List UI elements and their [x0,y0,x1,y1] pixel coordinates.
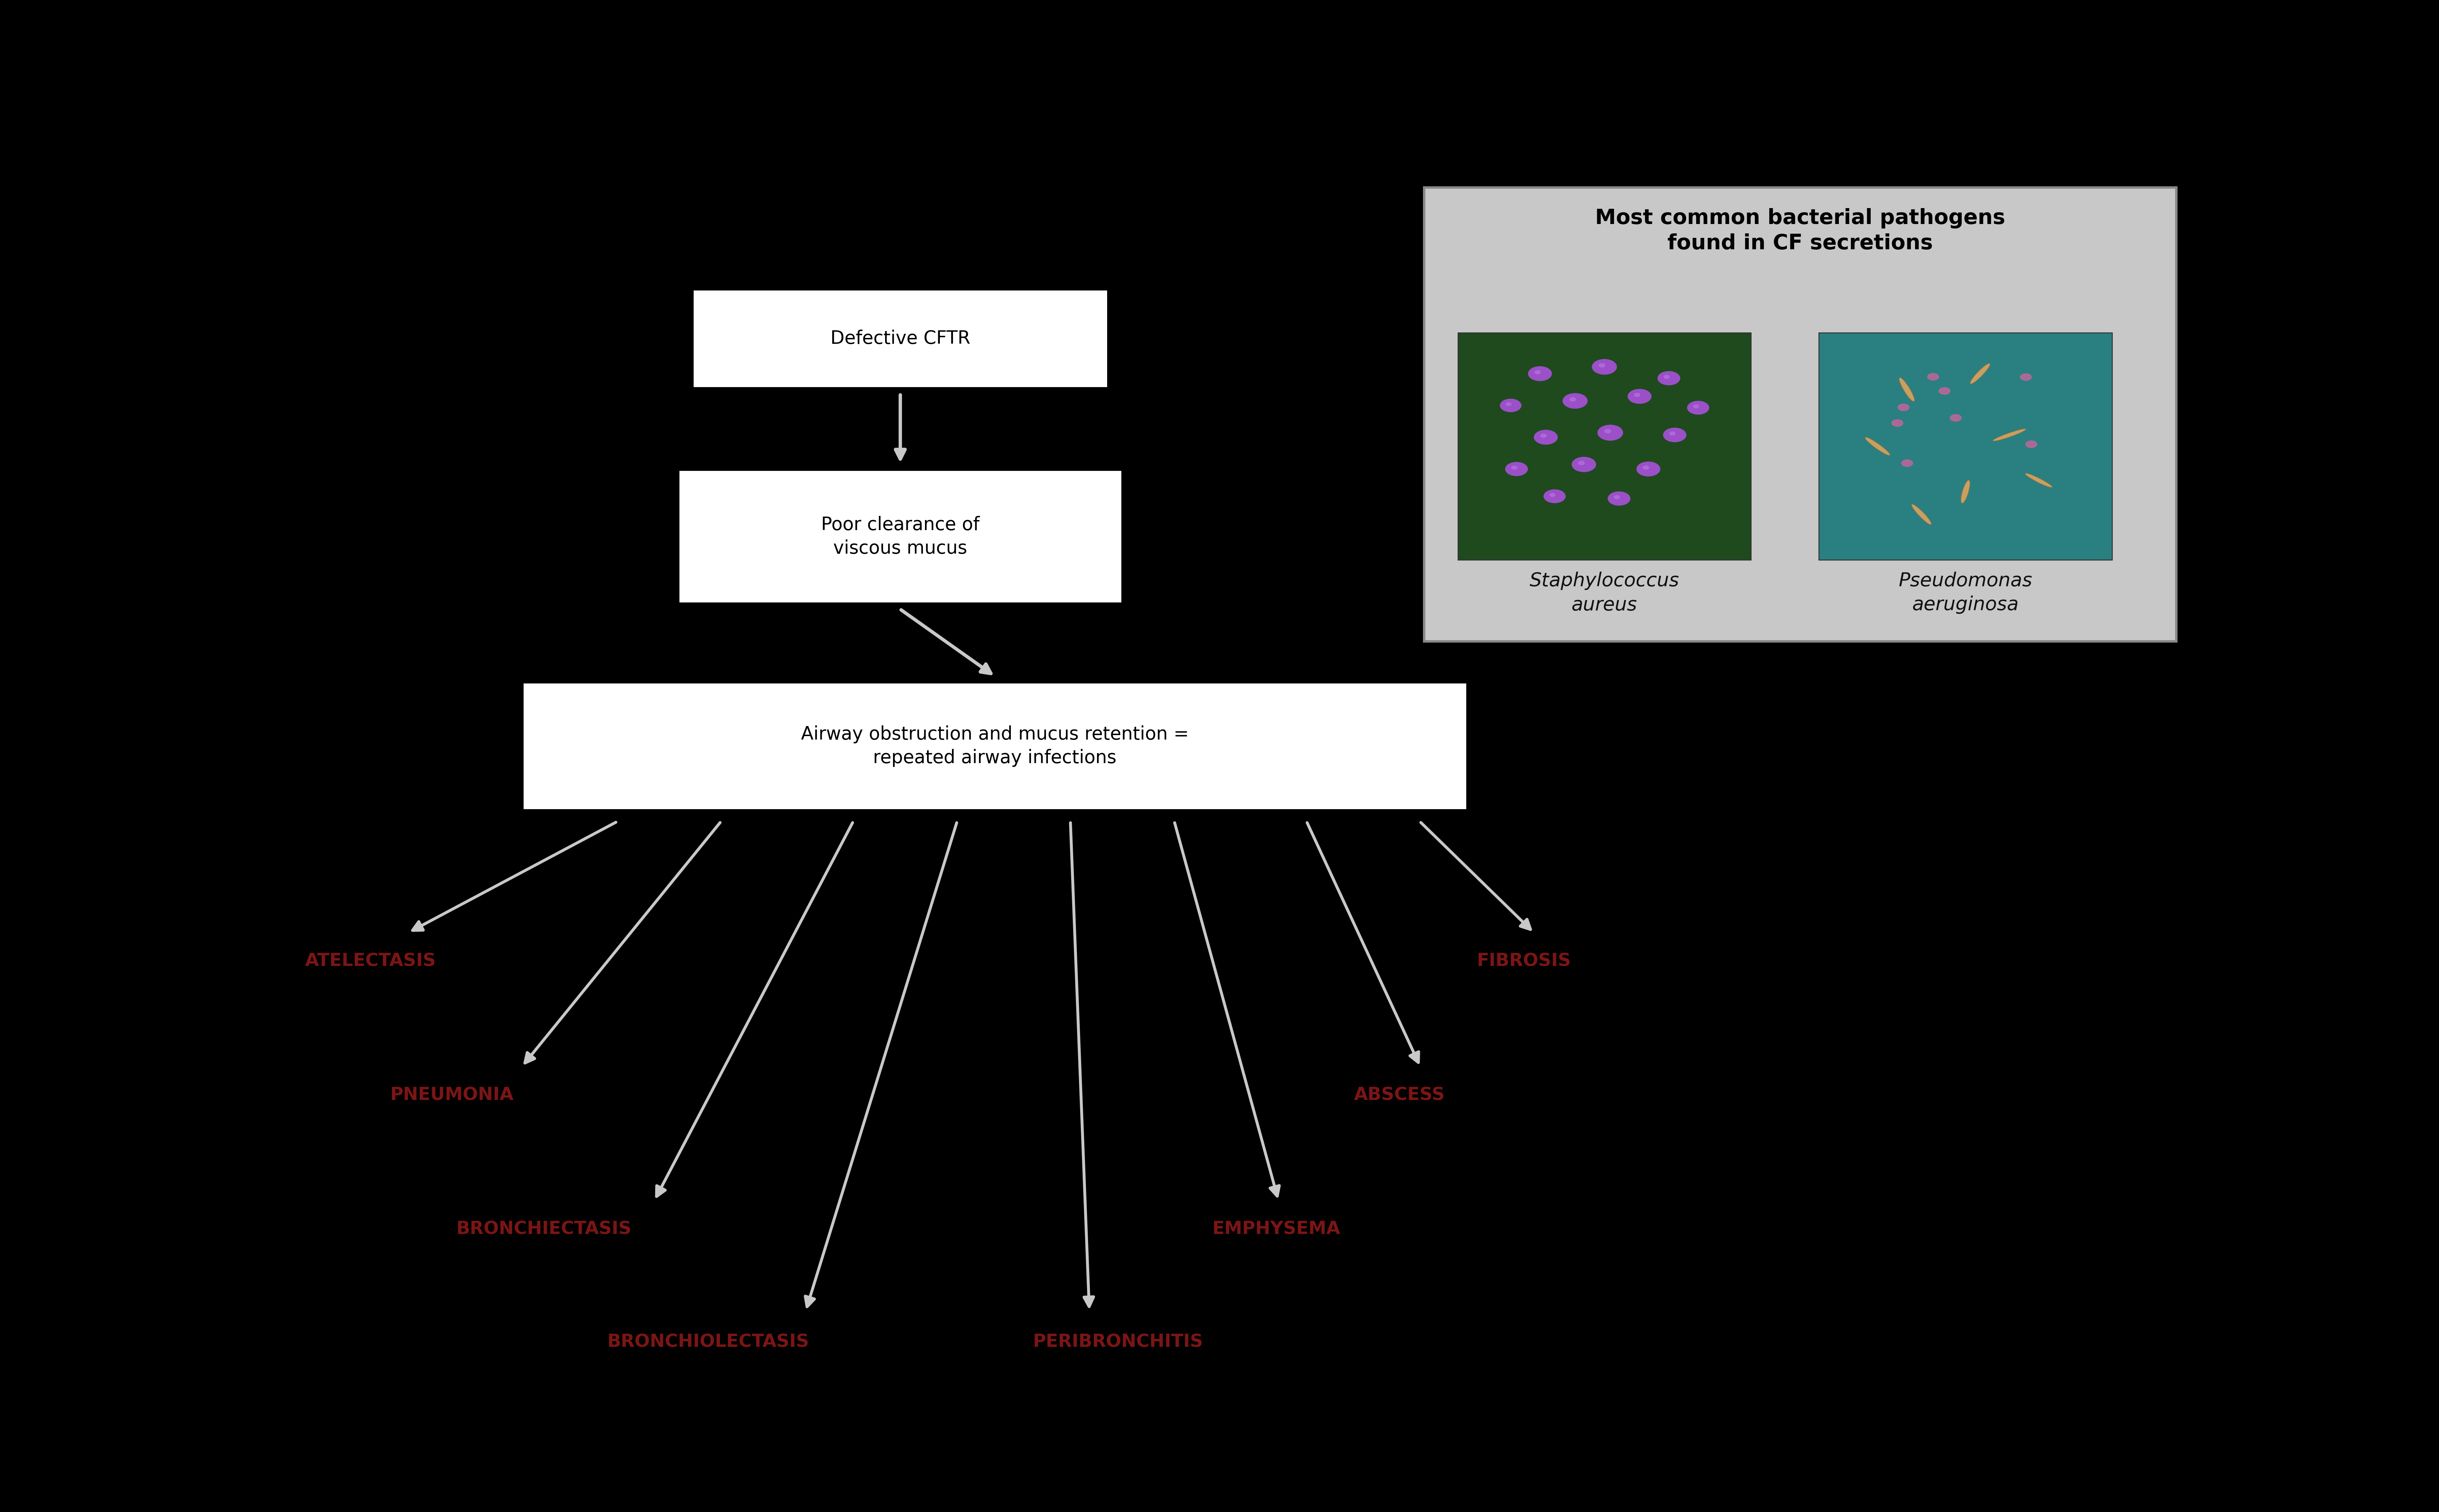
FancyBboxPatch shape [1459,333,1751,559]
Text: Airway obstruction and mucus retention =
repeated airway infections: Airway obstruction and mucus retention =… [800,726,1188,767]
Text: Staphylococcus
aureus: Staphylococcus aureus [1529,572,1680,614]
Text: PNEUMONIA: PNEUMONIA [390,1087,515,1104]
Text: Pseudomonas
aeruginosa: Pseudomonas aeruginosa [1898,572,2032,614]
Circle shape [1505,463,1527,476]
Circle shape [1563,393,1588,408]
Ellipse shape [1971,363,1990,384]
Circle shape [1944,532,1956,540]
Circle shape [1663,375,1668,378]
Circle shape [2022,514,2032,522]
Circle shape [1593,360,1617,375]
Circle shape [1949,516,1961,523]
Circle shape [1637,461,1661,476]
Text: ABSCESS: ABSCESS [1354,1087,1444,1104]
Circle shape [1500,399,1522,411]
Circle shape [1534,429,1559,445]
Circle shape [1534,370,1541,373]
Circle shape [1671,432,1676,435]
Circle shape [1544,490,1566,503]
Circle shape [2005,472,2015,479]
Text: Most common bacterial pathogens
found in CF secretions: Most common bacterial pathogens found in… [1595,209,2005,254]
Circle shape [1578,461,1585,464]
Circle shape [1607,491,1629,505]
Circle shape [1615,496,1619,499]
Ellipse shape [1900,378,1915,402]
Circle shape [1856,532,1868,538]
Circle shape [1505,402,1512,405]
Ellipse shape [1961,481,1971,503]
Circle shape [1600,363,1605,367]
Ellipse shape [2024,473,2051,487]
Ellipse shape [1866,437,1890,455]
Text: Poor clearance of
viscous mucus: Poor clearance of viscous mucus [822,516,980,558]
Circle shape [1627,389,1651,404]
Ellipse shape [1993,429,2027,442]
Circle shape [1529,366,1551,381]
Circle shape [1659,372,1680,386]
Text: EMPHYSEMA: EMPHYSEMA [1212,1220,1341,1238]
Text: BRONCHIECTASIS: BRONCHIECTASIS [456,1220,632,1238]
Circle shape [1634,393,1639,396]
Circle shape [1605,429,1610,432]
Circle shape [1549,493,1556,496]
FancyBboxPatch shape [1819,333,2112,559]
Circle shape [1663,428,1685,442]
Circle shape [1571,457,1595,472]
Circle shape [1693,405,1698,408]
Circle shape [1598,425,1622,440]
Text: ATELECTASIS: ATELECTASIS [305,953,437,971]
FancyBboxPatch shape [693,289,1107,389]
Circle shape [1688,401,1710,414]
Circle shape [2049,384,2061,390]
Circle shape [1571,398,1576,401]
Ellipse shape [1912,503,1932,525]
Text: Defective CFTR: Defective CFTR [829,330,971,348]
Circle shape [2005,354,2017,361]
Text: BRONCHIOLECTASIS: BRONCHIOLECTASIS [607,1334,810,1350]
Text: FIBROSIS: FIBROSIS [1478,953,1571,971]
Circle shape [1541,434,1546,437]
FancyBboxPatch shape [678,470,1122,603]
Text: PERIBRONCHITIS: PERIBRONCHITIS [1032,1334,1202,1350]
FancyBboxPatch shape [522,682,1468,810]
FancyBboxPatch shape [1424,187,2176,641]
Circle shape [1644,466,1649,469]
Circle shape [1512,466,1517,469]
Circle shape [1873,500,1885,508]
